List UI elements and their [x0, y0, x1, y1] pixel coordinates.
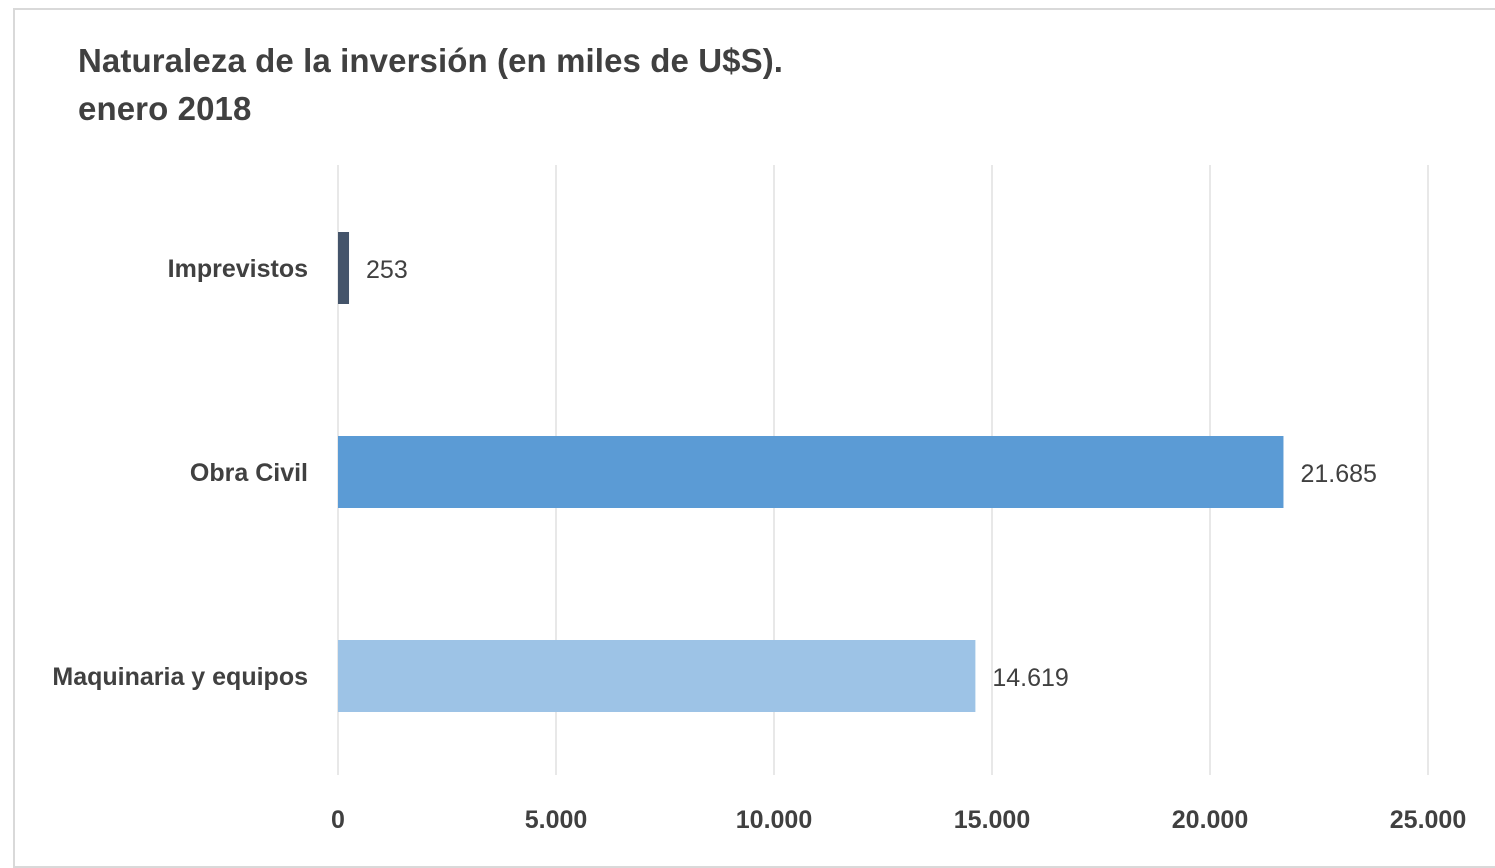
category-label: Obra Civil — [190, 459, 308, 487]
bar-maquinaria-y-equipos — [338, 640, 976, 712]
labels: 0 5.000 10.000 15.000 20.000 25.000 Imprevisto… — [52, 255, 1466, 834]
x-tick-label: 15.000 — [954, 806, 1030, 834]
bar-obra-civil — [338, 436, 1284, 508]
x-tick-label: 5.000 — [525, 806, 588, 834]
category-label: Imprevistos — [168, 255, 308, 283]
x-tick-label: 25.000 — [1390, 806, 1466, 834]
bar-chart: 0 5.000 10.000 15.000 20.000 25.000 Imprevisto… — [52, 165, 1466, 834]
chart-title: Naturaleza de la inversión (en miles de … — [78, 42, 784, 79]
bars — [338, 232, 1284, 712]
x-tick-label: 10.000 — [736, 806, 812, 834]
category-label: Maquinaria y equipos — [52, 663, 308, 691]
x-tick-label: 0 — [331, 806, 345, 834]
data-label: 14.619 — [992, 664, 1068, 692]
data-label: 253 — [366, 256, 408, 284]
bar-imprevistos — [338, 232, 350, 304]
x-tick-label: 20.000 — [1172, 806, 1248, 834]
chart-subtitle: enero 2018 — [78, 90, 252, 127]
data-label: 21.685 — [1300, 460, 1376, 488]
